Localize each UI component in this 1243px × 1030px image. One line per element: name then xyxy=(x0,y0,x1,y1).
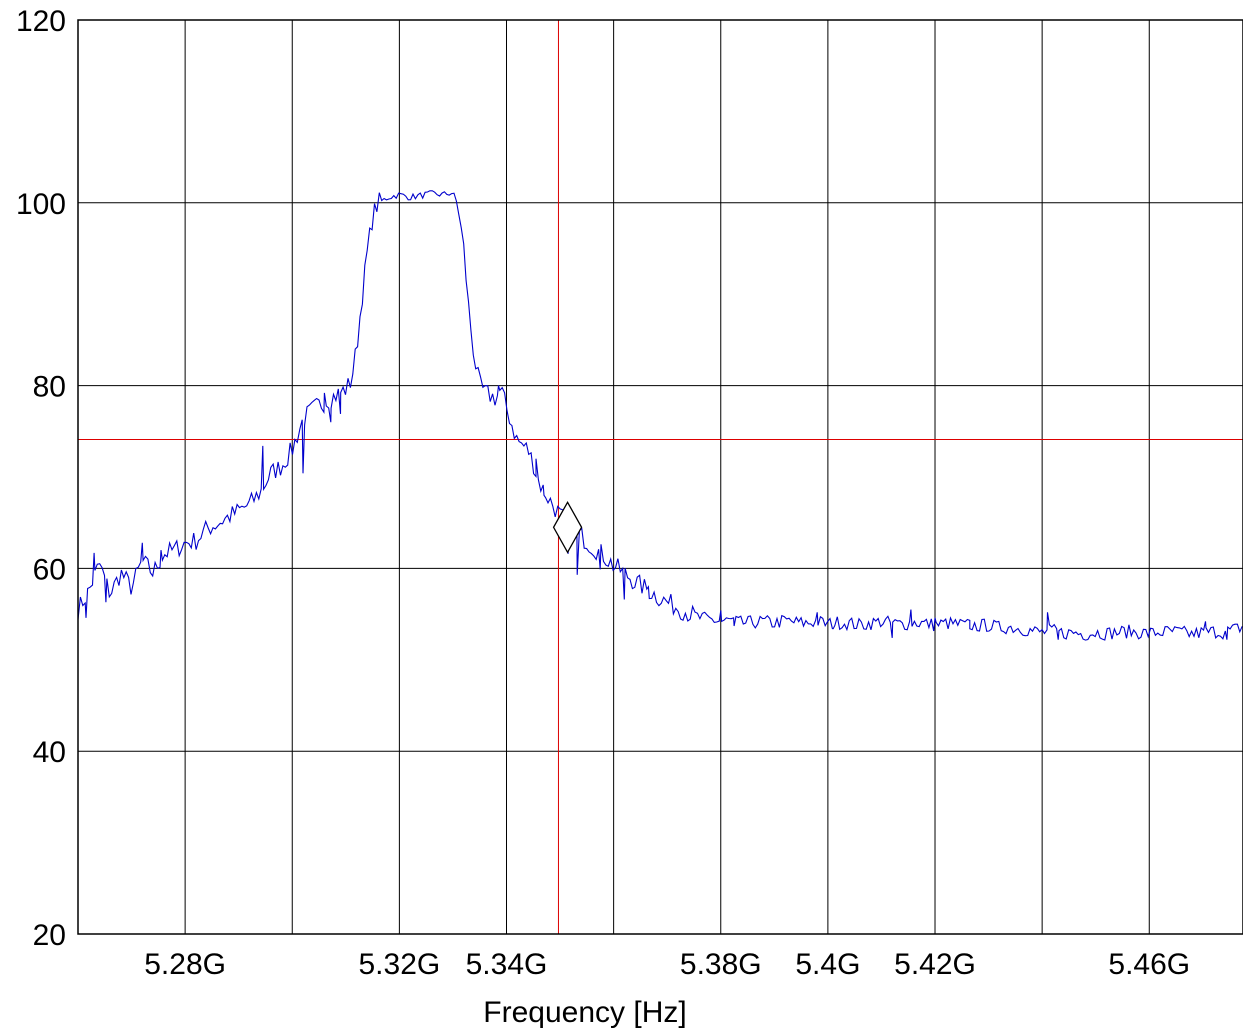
y-tick-label: 80 xyxy=(33,371,66,404)
y-tick-labels: 20 40 60 80 100 120 xyxy=(16,5,66,952)
x-axis-title: Frequency [Hz] xyxy=(483,996,686,1029)
x-tick-label: 5.28G xyxy=(144,948,226,981)
plot-background xyxy=(78,20,1243,934)
y-tick-label: 100 xyxy=(16,188,66,221)
x-tick-label: 5.46G xyxy=(1108,948,1190,981)
y-tick-label: 20 xyxy=(33,919,66,952)
x-tick-label: 5.42G xyxy=(894,948,976,981)
y-tick-label: 120 xyxy=(16,5,66,38)
x-tick-label: 5.4G xyxy=(795,948,860,981)
diamond-marker-icon xyxy=(552,500,583,554)
marker-layer xyxy=(552,500,583,554)
x-tick-label: 5.38G xyxy=(680,948,762,981)
x-tick-label: 5.34G xyxy=(466,948,548,981)
x-tick-labels: 5.28G 5.32G 5.34G 5.38G 5.4G 5.42G 5.46G xyxy=(144,948,1190,981)
x-tick-label: 5.32G xyxy=(359,948,441,981)
y-tick-label: 60 xyxy=(33,553,66,586)
y-tick-label: 40 xyxy=(33,736,66,769)
cursor-lines xyxy=(78,20,1243,934)
series-layer xyxy=(77,190,1243,641)
series-trace xyxy=(77,190,1243,641)
plot-frame xyxy=(77,19,1243,935)
